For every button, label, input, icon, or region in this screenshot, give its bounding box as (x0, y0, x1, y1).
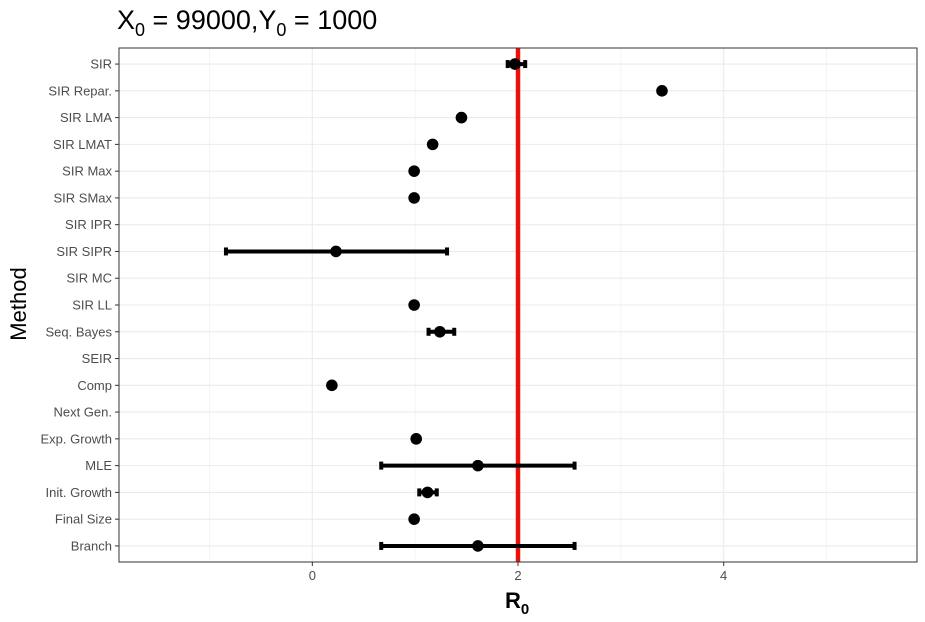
y-tick-label: SIR Max (62, 164, 112, 179)
point-estimate (408, 192, 420, 204)
y-tick-label: Init. Growth (46, 485, 112, 500)
y-tick-label: SIR Repar. (48, 83, 112, 98)
point-estimate (410, 433, 422, 445)
point-estimate (326, 379, 338, 392)
point-estimate (408, 165, 420, 177)
y-tick-label: Final Size (55, 512, 112, 527)
point-estimate (408, 513, 420, 525)
y-tick-label: Comp (77, 378, 112, 393)
point-estimate (472, 540, 484, 552)
y-tick-label: SIR SMax (53, 190, 112, 205)
y-tick-label: SIR (90, 57, 112, 72)
y-tick-label: SEIR (82, 351, 112, 366)
y-tick-label: SIR LMA (60, 110, 112, 125)
y-tick-label: SIR IPR (65, 217, 112, 232)
point-estimate (455, 111, 468, 124)
point-estimate (330, 245, 342, 258)
point-estimate (656, 85, 668, 97)
x-tick-label: 4 (720, 568, 727, 583)
y-tick-label: SIR MC (67, 271, 113, 286)
x-tick-labels: 0 2 4 (309, 562, 727, 583)
points-layer (326, 58, 668, 552)
point-estimate (408, 299, 420, 311)
y-tick-label: SIR LL (72, 298, 112, 313)
point-estimate (426, 138, 439, 151)
y-tick-label: Next Gen. (53, 405, 112, 420)
point-estimate (472, 459, 484, 472)
x-axis-title: R0 (505, 588, 529, 618)
y-tick-label: Branch (71, 538, 112, 553)
y-axis-title: Method (6, 267, 31, 340)
point-estimate (421, 486, 434, 499)
y-tick-labels: SIR SIR Repar. SIR LMA SIR LMAT SIR Max SIR S… (40, 57, 119, 553)
x-tick-label: 2 (514, 568, 521, 583)
point-estimate (509, 58, 521, 70)
y-tick-label: Exp. Growth (40, 431, 112, 446)
y-tick-label: SIR SIPR (56, 244, 112, 259)
point-estimate (434, 325, 446, 338)
y-tick-label: Seq. Bayes (46, 324, 113, 339)
y-tick-label: MLE (85, 458, 112, 473)
y-tick-label: SIR LMAT (53, 137, 112, 152)
chart-title: X0 = 99000,Y0 = 1000 (117, 5, 377, 40)
x-tick-label: 0 (309, 568, 316, 583)
